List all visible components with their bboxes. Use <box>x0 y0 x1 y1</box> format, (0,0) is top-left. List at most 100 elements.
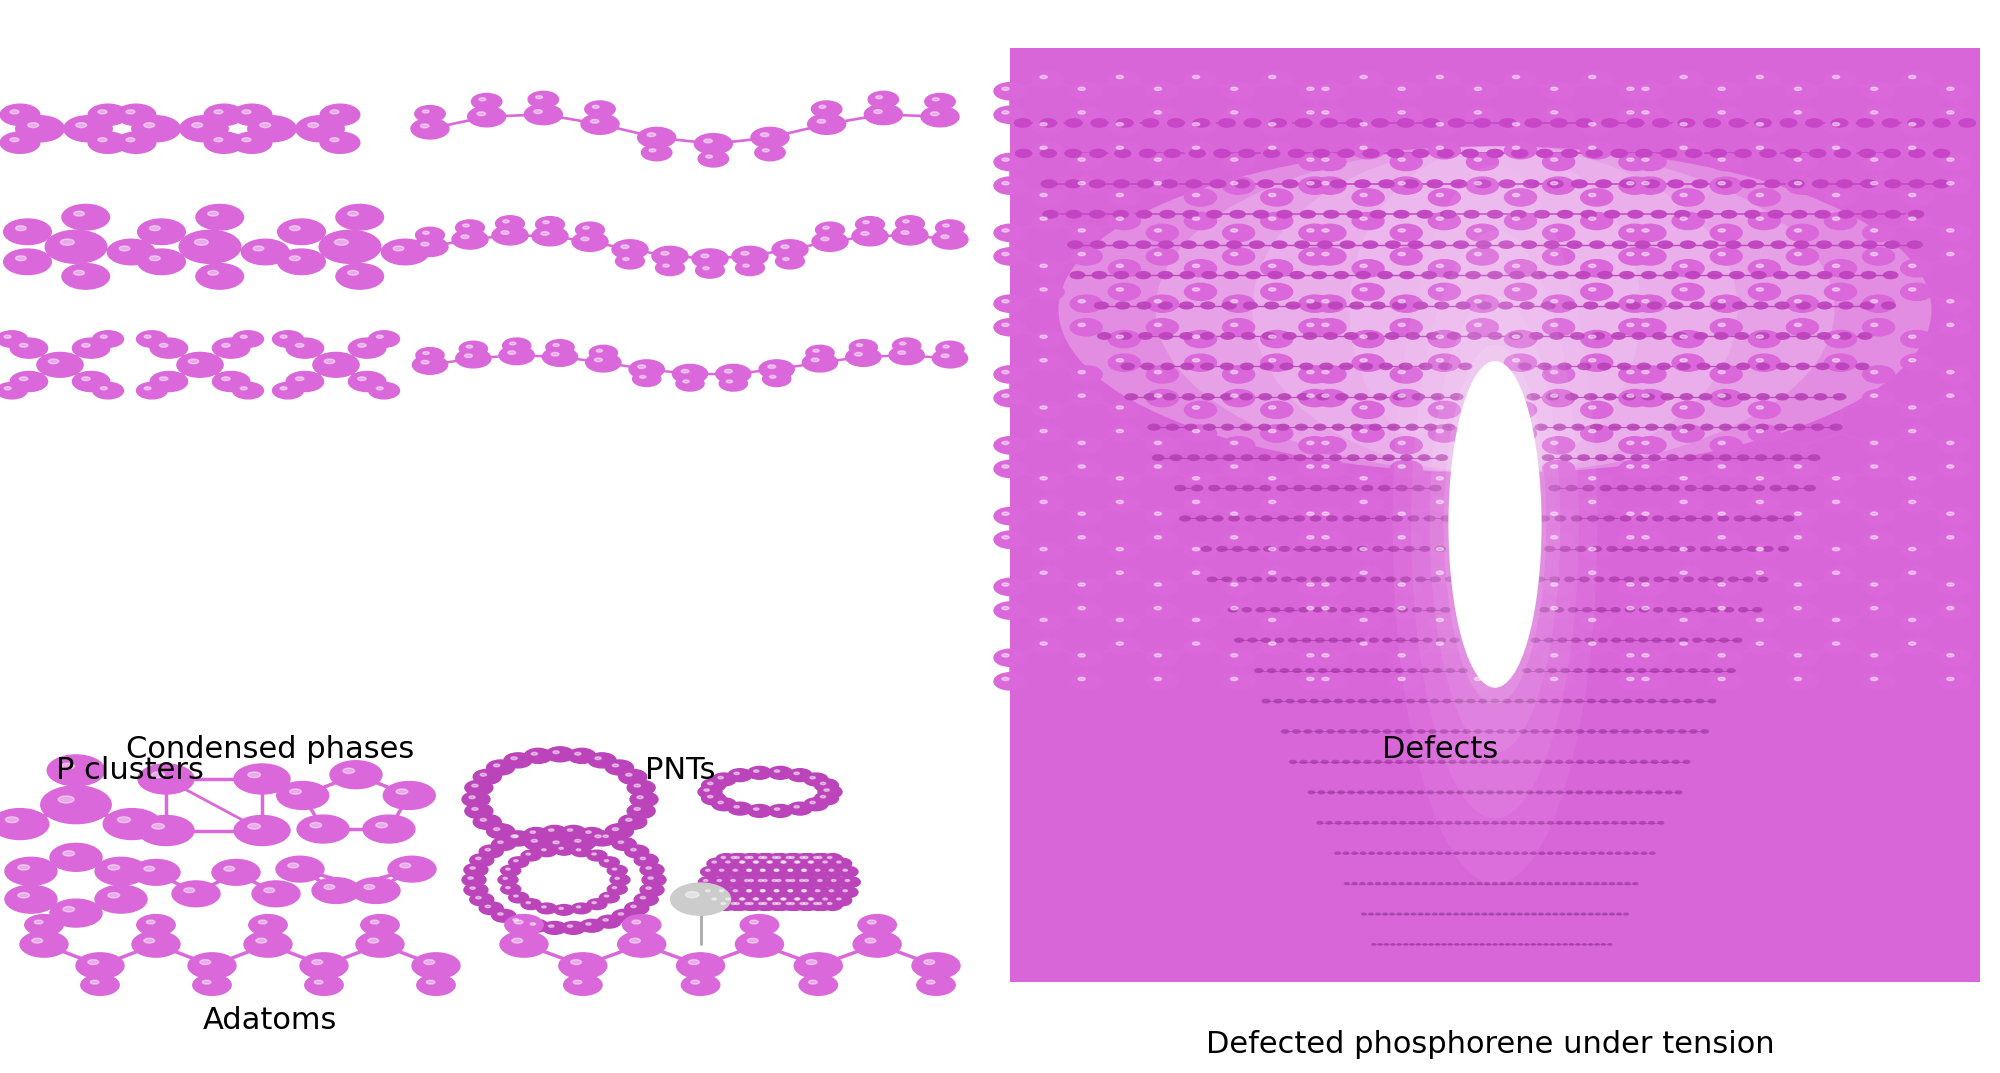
Circle shape <box>1314 673 1346 690</box>
Ellipse shape <box>586 831 592 834</box>
Circle shape <box>1612 240 1628 249</box>
Circle shape <box>1542 437 1574 454</box>
Ellipse shape <box>532 839 538 842</box>
Ellipse shape <box>1268 406 1276 409</box>
Circle shape <box>1862 319 1894 336</box>
Circle shape <box>1390 673 1422 690</box>
Circle shape <box>1290 270 1306 279</box>
Ellipse shape <box>772 856 776 858</box>
Circle shape <box>234 764 290 794</box>
Circle shape <box>0 382 28 399</box>
Ellipse shape <box>4 386 12 389</box>
Circle shape <box>1228 607 1238 613</box>
Circle shape <box>1552 912 1558 915</box>
Circle shape <box>1064 118 1082 128</box>
Circle shape <box>1550 332 1564 340</box>
Circle shape <box>1482 912 1488 915</box>
Circle shape <box>1604 210 1620 219</box>
Circle shape <box>1140 363 1154 370</box>
Circle shape <box>1430 393 1444 400</box>
Circle shape <box>1410 912 1416 915</box>
Ellipse shape <box>1756 146 1764 149</box>
Circle shape <box>1478 851 1486 855</box>
Circle shape <box>1566 485 1578 491</box>
Ellipse shape <box>1306 229 1314 232</box>
Ellipse shape <box>776 856 780 858</box>
Ellipse shape <box>614 878 620 880</box>
Circle shape <box>1716 363 1730 370</box>
Circle shape <box>1710 295 1742 312</box>
Circle shape <box>500 931 548 957</box>
Circle shape <box>1418 912 1424 915</box>
Circle shape <box>652 247 688 266</box>
Circle shape <box>1632 851 1638 855</box>
Circle shape <box>1342 851 1350 855</box>
Ellipse shape <box>126 137 134 142</box>
Circle shape <box>1684 270 1700 279</box>
Circle shape <box>1222 508 1254 525</box>
Circle shape <box>1360 882 1366 885</box>
Ellipse shape <box>1156 146 1834 473</box>
Circle shape <box>912 953 960 979</box>
Ellipse shape <box>1642 677 1650 680</box>
Circle shape <box>1328 790 1336 794</box>
Circle shape <box>794 953 842 979</box>
Circle shape <box>492 909 516 922</box>
Circle shape <box>1260 189 1292 206</box>
Ellipse shape <box>200 959 210 965</box>
Ellipse shape <box>1680 618 1688 621</box>
Ellipse shape <box>526 853 530 855</box>
Circle shape <box>1180 332 1194 340</box>
Circle shape <box>1786 248 1818 265</box>
Circle shape <box>1900 189 1932 206</box>
Ellipse shape <box>704 139 712 143</box>
Circle shape <box>1638 821 1646 825</box>
Circle shape <box>1434 546 1446 552</box>
Circle shape <box>580 827 604 840</box>
Circle shape <box>1706 637 1716 643</box>
Circle shape <box>1728 118 1746 128</box>
Ellipse shape <box>1412 231 1578 819</box>
Ellipse shape <box>1756 500 1764 503</box>
Ellipse shape <box>100 335 108 338</box>
Circle shape <box>838 887 858 898</box>
Circle shape <box>642 873 666 886</box>
Ellipse shape <box>370 920 378 924</box>
Ellipse shape <box>552 751 560 753</box>
Circle shape <box>1542 319 1574 336</box>
Circle shape <box>1448 760 1456 764</box>
Circle shape <box>1824 189 1856 206</box>
Circle shape <box>1136 270 1152 279</box>
Circle shape <box>1716 179 1732 189</box>
Ellipse shape <box>510 756 518 760</box>
Ellipse shape <box>1154 323 1162 326</box>
Circle shape <box>1634 578 1666 596</box>
Circle shape <box>138 764 194 794</box>
Circle shape <box>1938 319 1970 336</box>
Circle shape <box>712 798 736 811</box>
Ellipse shape <box>1474 158 1482 161</box>
Circle shape <box>994 531 1026 548</box>
Ellipse shape <box>184 887 194 893</box>
Ellipse shape <box>754 808 758 810</box>
Circle shape <box>1674 210 1690 219</box>
Circle shape <box>1032 142 1064 159</box>
Circle shape <box>732 247 768 266</box>
Ellipse shape <box>802 869 806 871</box>
Circle shape <box>1158 302 1172 310</box>
Ellipse shape <box>1360 547 1368 550</box>
Circle shape <box>1378 485 1390 491</box>
Circle shape <box>1714 332 1728 340</box>
Ellipse shape <box>1360 288 1368 291</box>
Ellipse shape <box>486 849 490 851</box>
Circle shape <box>1594 179 1612 189</box>
Ellipse shape <box>1268 217 1276 220</box>
Circle shape <box>1386 576 1396 583</box>
Circle shape <box>1740 179 1756 189</box>
Circle shape <box>720 858 740 869</box>
Circle shape <box>1368 882 1374 885</box>
Circle shape <box>1600 943 1606 946</box>
Ellipse shape <box>1642 583 1650 586</box>
Ellipse shape <box>288 863 298 868</box>
Ellipse shape <box>1436 642 1444 645</box>
